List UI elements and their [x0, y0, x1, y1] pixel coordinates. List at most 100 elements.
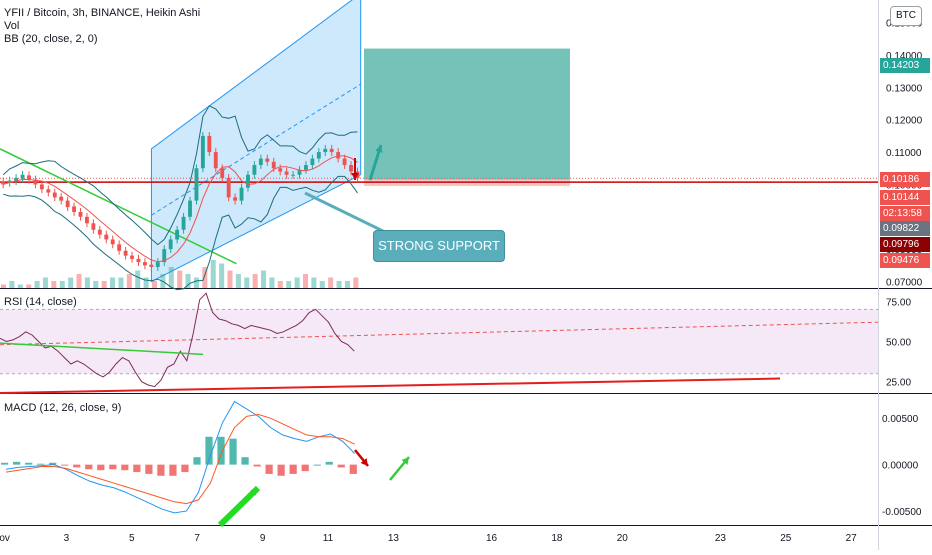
candle-body: [284, 171, 289, 175]
candle-body: [162, 249, 167, 263]
target-zone: [363, 48, 570, 180]
volume-bar: [151, 281, 158, 288]
macd-histogram-bar: [289, 464, 297, 474]
macd-bearish-arrow-head: [360, 458, 368, 466]
candle-body: [291, 174, 296, 176]
macd-histogram-bar: [313, 464, 321, 466]
volume-bar: [135, 270, 141, 288]
candle-body: [200, 135, 205, 169]
vol-legend[interactable]: Vol: [4, 20, 20, 32]
candle-body: [39, 184, 44, 190]
macd-tick-label: -0.00500: [882, 507, 922, 518]
macd-signal-line: [5, 413, 355, 505]
candle-body: [207, 135, 212, 153]
candle-body: [130, 255, 134, 259]
time-tick-label: Nov: [0, 533, 10, 544]
volume-bar: [244, 277, 250, 288]
macd-histogram-bar: [73, 464, 81, 468]
downtrend-line: [0, 148, 237, 265]
candle-body: [142, 262, 147, 266]
candle-body: [72, 206, 77, 212]
candle-body: [258, 158, 263, 166]
price-tag: 0.09822: [880, 221, 930, 236]
candle-body: [14, 177, 19, 182]
rsi-title[interactable]: RSI (14, close): [4, 296, 77, 308]
candle-body: [304, 165, 308, 170]
macd-legend[interactable]: MACD (12, 26, close, 9): [4, 402, 121, 415]
volume-bar: [311, 277, 317, 288]
volume-bar: [51, 281, 57, 288]
macd-histogram-bar: [277, 464, 285, 476]
rsi-red-trendline: [0, 377, 781, 394]
macd-histogram-bar: [169, 464, 177, 476]
rsi-line: [0, 292, 355, 388]
price-tick-label: 0.07000: [886, 278, 923, 289]
candle-body: [52, 192, 57, 198]
volume-bar: [1, 284, 7, 288]
macd-histogram-bar: [157, 464, 165, 476]
time-tick-label: 3: [64, 533, 70, 544]
volume-bar: [227, 270, 233, 288]
candle-body: [117, 244, 122, 251]
candle-body: [349, 165, 353, 172]
volume-bar: [17, 284, 23, 288]
candle-body: [316, 152, 321, 159]
rsi-tick-label: 25.00: [886, 378, 911, 389]
candle-body: [342, 158, 347, 166]
macd-histogram-bar: [109, 464, 117, 470]
candle-body: [213, 152, 218, 169]
volume-bar: [9, 281, 15, 288]
candle-body: [188, 200, 192, 217]
candle-body: [239, 187, 244, 201]
candle-body: [194, 168, 199, 201]
volume-bar: [353, 277, 359, 288]
macd-histogram-bar: [181, 464, 189, 473]
time-tick-label: 18: [551, 533, 563, 544]
macd-tick-label: 0.00000: [882, 461, 919, 472]
volume-bar: [261, 270, 267, 288]
candle-body: [7, 180, 12, 183]
candle-body: [329, 148, 334, 153]
macd-histogram-bar: [61, 464, 69, 466]
candle-body: [78, 211, 83, 217]
candle-body: [97, 229, 102, 235]
candle-body: [181, 216, 186, 230]
volume-bar: [26, 284, 32, 288]
candle-body: [175, 229, 180, 240]
candle-body: [155, 262, 160, 267]
macd-histogram-bar: [97, 464, 105, 471]
volume-bar: [210, 260, 216, 288]
candle-body: [110, 239, 115, 245]
volume-bar: [177, 270, 183, 288]
bb-legend[interactable]: BB (20, close, 2, 0): [4, 33, 98, 45]
time-tick-label: 20: [617, 533, 629, 544]
macd-histogram-bar: [229, 438, 237, 465]
macd-rise-arrow-head: [401, 457, 409, 465]
candle-body: [104, 234, 109, 240]
bb-basis: [3, 155, 358, 263]
candle-body: [278, 168, 283, 172]
macd-histogram-bar: [37, 463, 45, 465]
macd-title[interactable]: MACD (12, 26, close, 9): [4, 402, 122, 414]
candle-body: [310, 158, 315, 166]
candle-body: [252, 165, 257, 175]
price-tag: 0.10144: [880, 190, 930, 205]
rsi-trend-dashed: [0, 321, 879, 346]
volume-bar: [34, 281, 40, 288]
channel-midline: [151, 83, 361, 216]
time-tick-label: 5: [129, 533, 135, 544]
volume-bar: [235, 274, 241, 288]
time-tick-label: 25: [780, 533, 792, 544]
volume-bar: [193, 277, 199, 288]
candle-body: [323, 148, 328, 153]
candle-body: [265, 158, 270, 162]
time-tick-label: 7: [194, 533, 200, 544]
currency-button[interactable]: BTC: [890, 6, 922, 26]
rsi-tick-label: 50.00: [886, 338, 911, 349]
price-tick-label: 0.14000: [886, 51, 923, 62]
rsi-legend[interactable]: RSI (14, close): [4, 296, 77, 309]
price-tick-label: 0.11000: [886, 148, 922, 159]
symbol-title[interactable]: YFII / Bitcoin, 3h, BINANCE, Heikin Ashi: [4, 7, 201, 19]
